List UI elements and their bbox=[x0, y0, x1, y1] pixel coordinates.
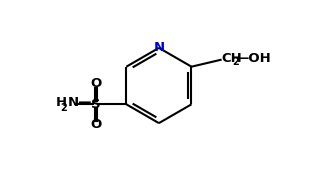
Text: O: O bbox=[90, 118, 101, 131]
Text: N—: N— bbox=[68, 96, 92, 109]
Text: 2: 2 bbox=[61, 103, 67, 113]
Text: —OH: —OH bbox=[236, 52, 272, 65]
Text: N: N bbox=[153, 41, 165, 54]
Text: 2: 2 bbox=[232, 57, 239, 67]
Text: O: O bbox=[90, 77, 101, 90]
Text: CH: CH bbox=[221, 52, 242, 65]
Text: H: H bbox=[56, 96, 67, 109]
Text: S: S bbox=[91, 98, 100, 111]
